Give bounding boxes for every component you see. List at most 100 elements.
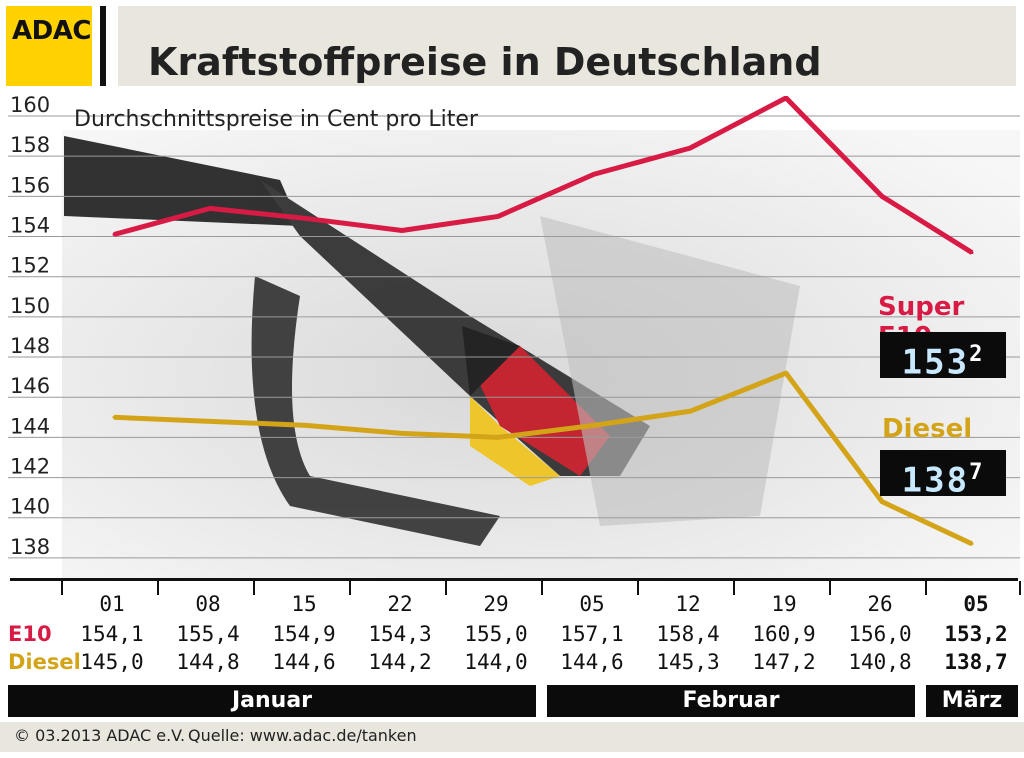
e10-display-fraction: 2 — [969, 342, 985, 367]
y-tick-label: 142 — [10, 455, 50, 479]
data-point-e10 — [592, 172, 596, 176]
e10-value-label: 154,9 — [272, 622, 336, 646]
e10-value-label: 160,9 — [752, 622, 816, 646]
x-tick-label: 08 — [195, 592, 221, 616]
diesel-value-label: 145,3 — [656, 650, 720, 674]
grid-lines — [8, 115, 1020, 559]
data-point-e10 — [304, 216, 308, 220]
series-line-diesel — [113, 370, 974, 547]
y-tick-label: 150 — [10, 294, 50, 318]
y-tick-label: 148 — [10, 334, 50, 358]
e10-display-main: 153 — [901, 342, 970, 383]
footer-copyright: © 03.2013 ADAC e.V. — [14, 726, 186, 745]
e10-value-label: 154,3 — [368, 622, 432, 646]
x-tick-label: 19 — [771, 592, 797, 616]
y-tick-label: 160 — [10, 96, 50, 117]
data-point-diesel — [496, 435, 500, 439]
e10-value-label: 158,4 — [656, 622, 720, 646]
page-title: Kraftstoffpreise in Deutschland — [148, 40, 822, 84]
data-point-e10 — [688, 146, 692, 150]
series-line-e10 — [113, 96, 974, 255]
diesel-value-label: 147,2 — [752, 650, 816, 674]
month-januar: Januar — [8, 685, 536, 717]
e10-value-label: 155,0 — [464, 622, 528, 646]
x-tick-label: 22 — [387, 592, 413, 616]
adac-logo: ADAC — [6, 6, 92, 86]
row-label-diesel: Diesel — [8, 650, 81, 674]
x-axis-line — [10, 578, 1018, 581]
y-tick-label: 156 — [10, 173, 50, 197]
x-tick-label: 01 — [99, 592, 125, 616]
e10-value-label: 154,1 — [80, 622, 144, 646]
e10-value-label: 156,0 — [848, 622, 912, 646]
diesel-value-label: 144,6 — [272, 650, 336, 674]
data-point-e10 — [496, 214, 500, 218]
data-point-e10 — [400, 228, 404, 232]
diesel-display-fraction: 7 — [969, 460, 985, 485]
x-axis-tick — [637, 581, 639, 595]
data-point-diesel — [970, 542, 974, 546]
x-axis-tick — [925, 581, 927, 595]
data-point-diesel — [208, 419, 212, 423]
diesel-value-label: 144,8 — [176, 650, 240, 674]
data-point-diesel — [880, 500, 884, 504]
data-point-e10 — [784, 96, 788, 100]
data-point-e10 — [112, 233, 116, 237]
x-axis-tick — [157, 581, 159, 595]
x-axis-tick — [445, 581, 447, 595]
diesel-value-label: 144,2 — [368, 650, 432, 674]
x-tick-label: 12 — [675, 592, 701, 616]
x-axis-tick — [1019, 581, 1021, 595]
data-point-diesel — [112, 415, 116, 419]
y-tick-label: 146 — [10, 374, 50, 398]
x-axis-tick — [829, 581, 831, 595]
data-point-diesel — [304, 423, 308, 427]
e10-value-label: 153,2 — [944, 622, 1008, 646]
y-tick-label: 138 — [10, 535, 50, 559]
e10-value-label: 155,4 — [176, 622, 240, 646]
x-axis-tick — [733, 581, 735, 595]
y-tick-label: 144 — [10, 414, 50, 438]
x-axis-tick — [253, 581, 255, 595]
diesel-display-main: 138 — [901, 460, 970, 501]
y-axis-ticks: 160 158 156 154 152 150 148 146 144 142 140 138 — [10, 96, 50, 559]
x-axis-tick — [349, 581, 351, 595]
data-point-e10 — [208, 206, 212, 210]
diesel-value-label: 138,7 — [944, 650, 1008, 674]
diesel-price-display: 1387 — [880, 450, 1006, 500]
diesel-value-label: 145,0 — [80, 650, 144, 674]
x-axis-tick — [541, 581, 543, 595]
x-tick-label: 26 — [867, 592, 893, 616]
title-band: Kraftstoffpreise in Deutschland — [118, 6, 1016, 86]
x-axis-tick — [61, 581, 63, 595]
logo-divider — [100, 6, 106, 86]
data-point-diesel — [784, 371, 788, 375]
x-tick-label: 15 — [291, 592, 317, 616]
data-point-e10 — [880, 194, 884, 198]
chart-subtitle: Durchschnittspreise in Cent pro Liter — [74, 107, 479, 132]
data-point-e10 — [970, 251, 974, 255]
x-tick-label: 29 — [483, 592, 509, 616]
y-tick-label: 152 — [10, 254, 50, 278]
x-tick-label: 05 — [963, 592, 989, 616]
data-point-diesel — [688, 409, 692, 413]
diesel-value-label: 140,8 — [848, 650, 912, 674]
diesel-value-label: 144,0 — [464, 650, 528, 674]
row-label-e10: E10 — [8, 622, 52, 646]
line-chart: 160 158 156 154 152 150 148 146 144 142 140 138 Dur… — [8, 96, 1020, 580]
footer-source: Quelle: www.adac.de/tanken — [188, 726, 417, 745]
logo-text: ADAC — [12, 16, 91, 46]
y-tick-label: 154 — [10, 214, 50, 238]
x-tick-label: 05 — [579, 592, 605, 616]
footer-band: © 03.2013 ADAC e.V. Quelle: www.adac.de/… — [0, 722, 1024, 752]
fuel-nozzle-illustration — [64, 136, 800, 546]
month-februar: Februar — [547, 685, 915, 717]
data-point-diesel — [592, 423, 596, 427]
data-point-diesel — [400, 431, 404, 435]
y-tick-label: 140 — [10, 495, 50, 519]
legend-diesel: Diesel — [882, 414, 973, 444]
y-tick-label: 158 — [10, 133, 50, 157]
diesel-value-label: 144,6 — [560, 650, 624, 674]
e10-value-label: 157,1 — [560, 622, 624, 646]
e10-price-display: 1532 — [880, 332, 1006, 382]
